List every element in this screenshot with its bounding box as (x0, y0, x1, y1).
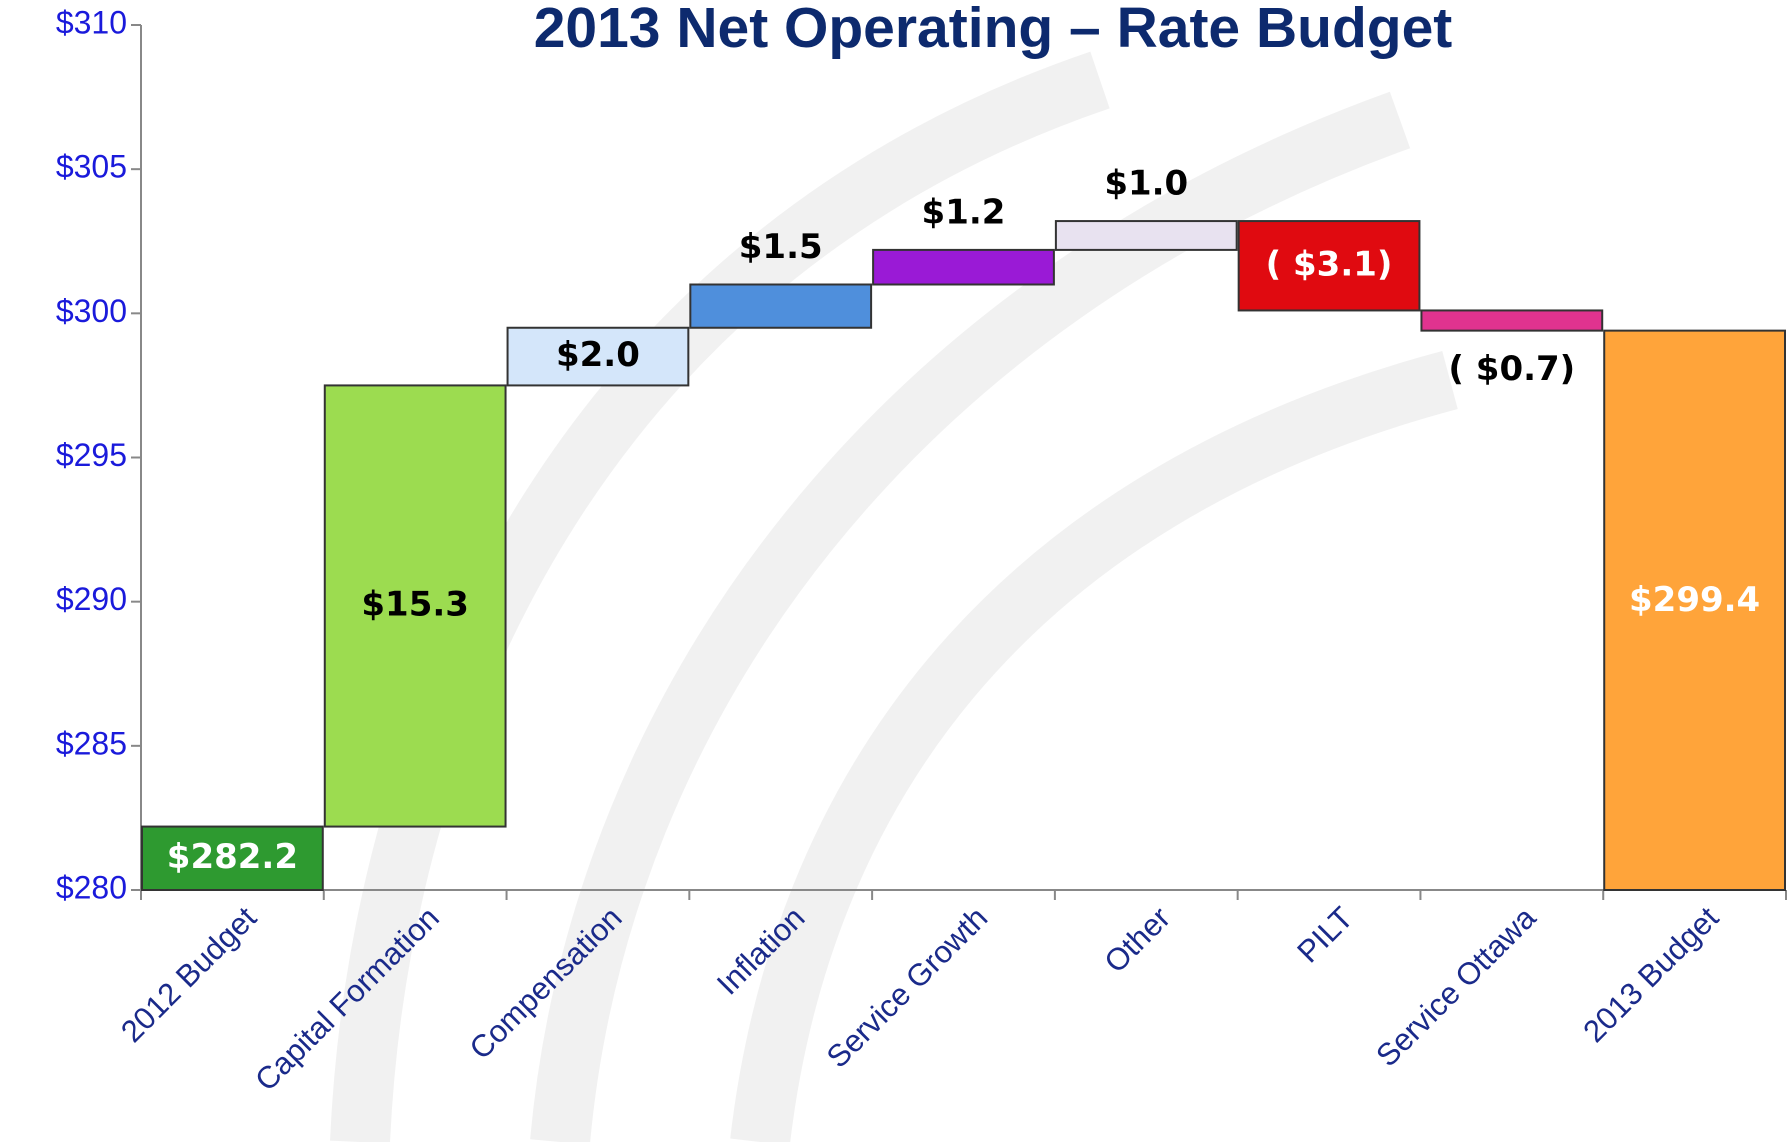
y-tick-label: $295 (56, 437, 127, 473)
x-tick-label: Service Growth (820, 900, 995, 1075)
y-tick-label: $310 (56, 4, 127, 40)
value-label: ( $0.7) (1448, 349, 1575, 389)
bar (690, 285, 871, 328)
x-tick-label: Service Ottawa (1369, 899, 1543, 1073)
chart-title: 2013 Net Operating – Rate Budget (534, 0, 1453, 60)
x-tick-label: Other (1097, 900, 1177, 980)
y-tick-label: $285 (56, 725, 127, 761)
value-label: $1.5 (739, 227, 823, 267)
bar (1056, 221, 1237, 250)
value-label: $2.0 (556, 335, 640, 375)
value-label: $1.2 (922, 192, 1006, 232)
x-tick-label: PILT (1290, 900, 1359, 969)
y-tick-label: $305 (56, 149, 127, 185)
x-tick-label: 2013 Budget (1576, 900, 1725, 1049)
value-label: $282.2 (167, 837, 298, 877)
y-tick-label: $280 (56, 869, 127, 905)
bar (1421, 310, 1602, 330)
value-label: $1.0 (1104, 164, 1188, 204)
value-label: $299.4 (1629, 580, 1760, 620)
value-label: ( $3.1) (1266, 244, 1393, 284)
bar (873, 250, 1054, 285)
value-label: $15.3 (361, 584, 469, 624)
chart: 2013 Net Operating – Rate Budget $280 $28… (0, 0, 1791, 1142)
y-tick-label: $290 (56, 581, 127, 617)
x-tick-label: 2012 Budget (114, 900, 263, 1049)
y-tick-label: $300 (56, 293, 127, 329)
